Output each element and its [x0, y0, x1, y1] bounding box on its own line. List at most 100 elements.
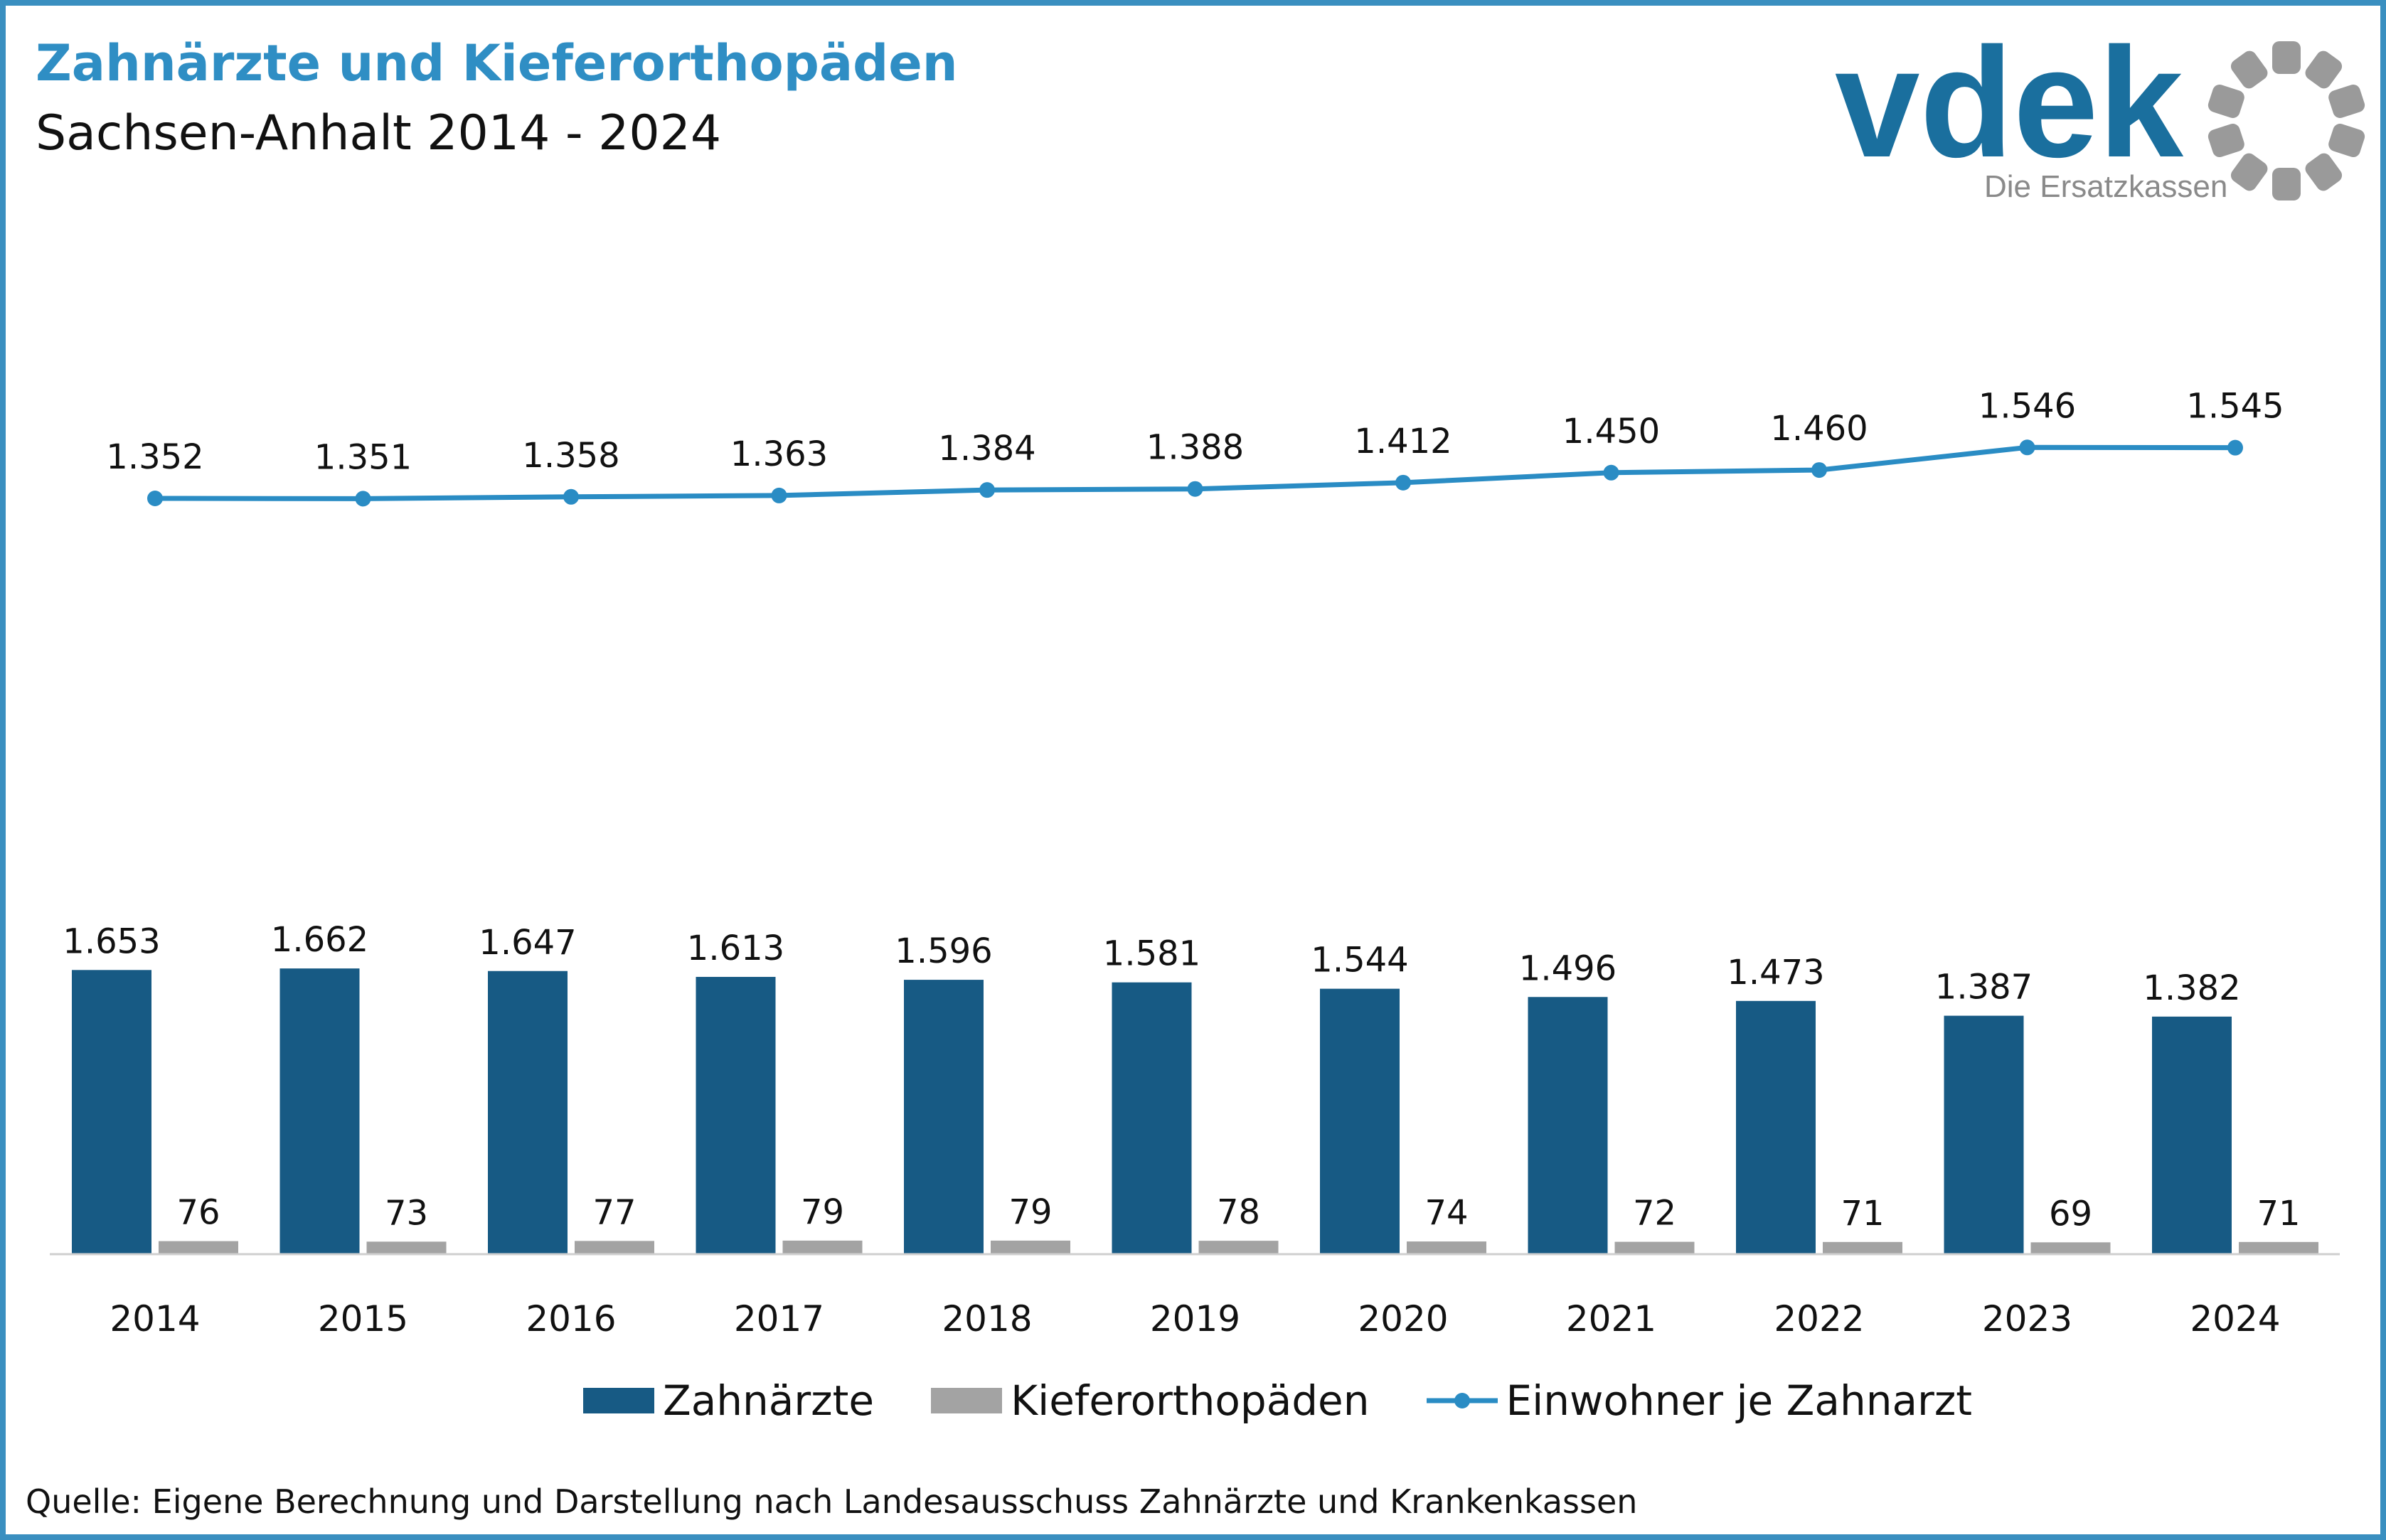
label-kieferorthopaeden-2014: 76	[176, 1193, 220, 1233]
label-kieferorthopaeden-2019: 78	[1217, 1192, 1260, 1232]
x-tick-2024: 2024	[2190, 1298, 2280, 1340]
bar-zahnaerzte-2024	[2152, 1016, 2232, 1254]
bar-zahnaerzte-2017	[696, 976, 776, 1254]
label-zahnaerzte-2017: 1.613	[687, 929, 784, 968]
bar-zahnaerzte-2023	[1944, 1015, 2024, 1254]
point-einwohner-2016	[563, 488, 579, 505]
point-einwohner-2015	[355, 491, 371, 507]
x-tick-2015: 2015	[318, 1298, 408, 1340]
bar-kieferorthopaeden-2016	[575, 1241, 654, 1254]
point-einwohner-2018	[979, 482, 995, 498]
ring-segment	[2230, 153, 2268, 191]
label-zahnaerzte-2024: 1.382	[2143, 968, 2240, 1008]
vdek-logo: vdek Die Ersatzkassen	[1835, 21, 2365, 204]
ring-segment	[2207, 84, 2244, 119]
bars-layer	[72, 968, 2318, 1254]
bar-zahnaerzte-2015	[279, 968, 360, 1254]
point-einwohner-2014	[147, 491, 163, 506]
label-einwohner-2016: 1.358	[522, 436, 619, 476]
label-einwohner-2020: 1.412	[1354, 422, 1452, 461]
label-einwohner-2015: 1.351	[314, 437, 412, 477]
label-zahnaerzte-2016: 1.647	[479, 923, 576, 963]
ticks-layer: 2014 2015 2016 2017 2018 2019 2020 2021 2022 2023…	[110, 1298, 2280, 1340]
legend-swatch-kieferorthopaeden	[931, 1388, 1003, 1413]
bar-kieferorthopaeden-2019	[1198, 1241, 1279, 1254]
bar-zahnaerzte-2019	[1112, 982, 1192, 1254]
chart-title: Zahnärzte und Kieferorthopäden	[36, 34, 958, 92]
x-tick-2020: 2020	[1358, 1298, 1448, 1340]
x-tick-2016: 2016	[526, 1298, 616, 1340]
label-einwohner-2023: 1.546	[1978, 386, 2076, 426]
point-einwohner-2017	[771, 487, 787, 503]
point-einwohner-2023	[2019, 439, 2035, 456]
point-einwohner-2019	[1187, 481, 1203, 497]
ring-segment	[2305, 50, 2343, 89]
point-einwohner-2021	[1603, 464, 1619, 481]
legend-label-zahnaerzte: Zahnärzte	[663, 1376, 875, 1425]
label-zahnaerzte-2018: 1.596	[895, 931, 992, 971]
bar-zahnaerzte-2021	[1528, 997, 1608, 1254]
legend-swatch-zahnaerzte	[583, 1388, 654, 1413]
x-tick-2018: 2018	[942, 1298, 1032, 1340]
label-einwohner-2018: 1.384	[938, 429, 1035, 469]
bar-kieferorthopaeden-2020	[1407, 1241, 1486, 1254]
point-einwohner-2024	[2227, 439, 2243, 456]
label-kieferorthopaeden-2020: 74	[1424, 1193, 1468, 1233]
point-einwohner-2020	[1395, 474, 1411, 491]
label-zahnaerzte-2019: 1.581	[1103, 934, 1200, 974]
label-kieferorthopaeden-2022: 71	[1841, 1194, 1884, 1234]
bar-kieferorthopaeden-2018	[991, 1240, 1070, 1254]
label-kieferorthopaeden-2021: 72	[1633, 1194, 1676, 1234]
x-tick-2023: 2023	[1982, 1298, 2072, 1340]
vdek-wordmark: vdek	[1835, 21, 2184, 190]
label-einwohner-2014: 1.352	[106, 437, 203, 477]
ring-segment	[2272, 41, 2301, 74]
label-einwohner-2021: 1.450	[1562, 412, 1660, 451]
source-note: Quelle: Eigene Berechnung und Darstellun…	[26, 1482, 1638, 1521]
vdek-ring-icon	[2207, 41, 2365, 200]
x-tick-2014: 2014	[110, 1298, 200, 1340]
bar-zahnaerzte-2016	[488, 970, 568, 1254]
label-einwohner-2024: 1.545	[2186, 387, 2284, 427]
bar-zahnaerzte-2014	[72, 970, 151, 1254]
label-einwohner-2017: 1.363	[730, 434, 828, 474]
label-zahnaerzte-2023: 1.387	[1935, 968, 2033, 1007]
label-einwohner-2019: 1.388	[1146, 428, 1244, 468]
label-zahnaerzte-2014: 1.653	[63, 921, 160, 961]
legend-swatch-einwohner	[1426, 1393, 1498, 1408]
x-tick-2017: 2017	[734, 1298, 824, 1340]
label-zahnaerzte-2021: 1.496	[1519, 948, 1617, 988]
label-zahnaerzte-2020: 1.544	[1311, 941, 1408, 980]
ring-segment	[2328, 123, 2365, 158]
label-kieferorthopaeden-2023: 69	[2049, 1194, 2092, 1234]
bar-kieferorthopaeden-2022	[1823, 1241, 1902, 1254]
bar-kieferorthopaeden-2024	[2239, 1241, 2318, 1254]
label-kieferorthopaeden-2024: 71	[2257, 1194, 2300, 1234]
ring-segment	[2328, 84, 2365, 119]
legend-label-einwohner: Einwohner je Zahnarzt	[1506, 1376, 1973, 1425]
ring-segment	[2272, 168, 2301, 200]
legend-label-kieferorthopaeden: Kieferorthopäden	[1011, 1376, 1370, 1425]
bar-kieferorthopaeden-2015	[366, 1241, 447, 1254]
ring-segment	[2230, 50, 2268, 89]
legend-item-einwohner: Einwohner je Zahnarzt	[1426, 1376, 1973, 1425]
legend-item-zahnaerzte: Zahnärzte	[583, 1376, 874, 1425]
bar-kieferorthopaeden-2021	[1614, 1241, 1695, 1254]
label-kieferorthopaeden-2017: 79	[801, 1192, 844, 1232]
label-zahnaerzte-2015: 1.662	[271, 920, 368, 960]
chart-subtitle: Sachsen-Anhalt 2014 - 2024	[36, 105, 722, 161]
bar-kieferorthopaeden-2023	[2030, 1242, 2111, 1254]
label-kieferorthopaeden-2015: 73	[385, 1193, 428, 1233]
ring-segment	[2305, 153, 2343, 191]
chart-legend: Zahnärzte Kieferorthopäden Einwohner je …	[583, 1376, 2029, 1426]
point-einwohner-2022	[1811, 462, 1827, 478]
x-tick-2022: 2022	[1774, 1298, 1864, 1340]
line-layer	[147, 439, 2243, 507]
label-zahnaerzte-2022: 1.473	[1727, 953, 1824, 993]
labels-layer: 1.653 76 1.662 73 1.647 77 1.613 79 1.596 79 1.581…	[63, 386, 2300, 1234]
label-kieferorthopaeden-2016: 77	[592, 1192, 636, 1232]
bar-zahnaerzte-2020	[1320, 988, 1400, 1254]
bar-zahnaerzte-2018	[904, 980, 984, 1254]
